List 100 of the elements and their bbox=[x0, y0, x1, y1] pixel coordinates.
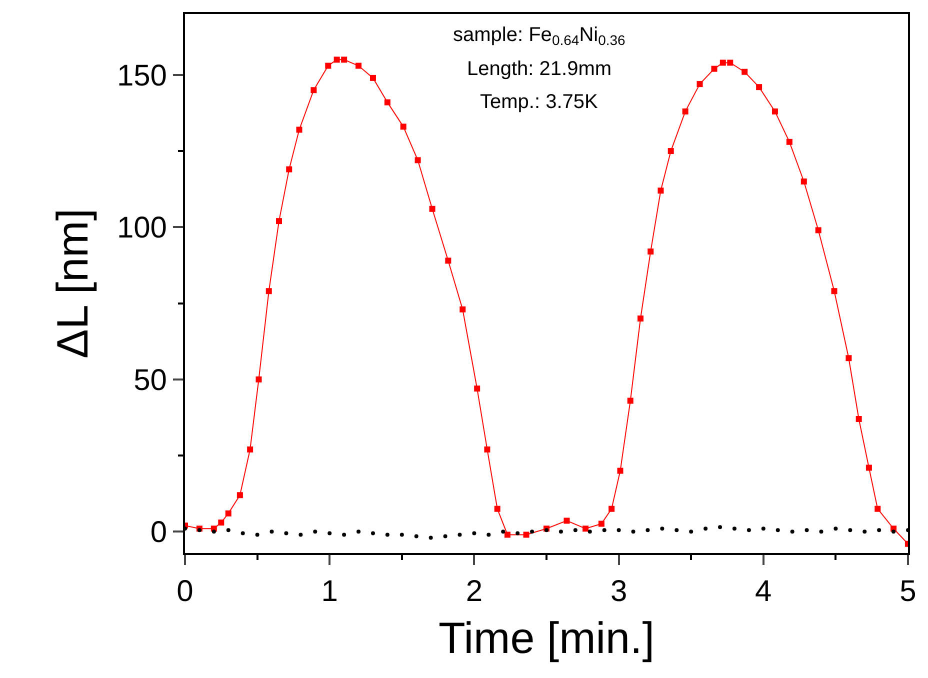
point bbox=[197, 528, 202, 532]
y-tick-label: 150 bbox=[116, 59, 167, 92]
point bbox=[298, 532, 303, 537]
point bbox=[831, 288, 838, 294]
point bbox=[296, 126, 302, 133]
point bbox=[486, 532, 491, 537]
point bbox=[800, 178, 807, 184]
point bbox=[862, 530, 867, 534]
point bbox=[866, 464, 872, 471]
point bbox=[218, 520, 224, 526]
point bbox=[458, 532, 462, 537]
point bbox=[236, 492, 243, 498]
point bbox=[325, 62, 332, 69]
point bbox=[385, 532, 390, 537]
point bbox=[276, 218, 282, 224]
point bbox=[704, 526, 708, 531]
point bbox=[414, 534, 418, 538]
point bbox=[240, 531, 245, 536]
point bbox=[616, 528, 621, 532]
x-tick-label: 5 bbox=[900, 575, 916, 608]
point bbox=[266, 288, 272, 294]
point bbox=[414, 157, 421, 164]
y-axis-title: ΔL [nm] bbox=[48, 208, 98, 359]
point bbox=[776, 528, 780, 532]
point bbox=[746, 528, 751, 532]
point bbox=[226, 528, 230, 532]
point bbox=[501, 530, 506, 534]
point bbox=[856, 416, 862, 422]
point bbox=[370, 74, 376, 81]
point bbox=[494, 506, 500, 512]
point bbox=[474, 386, 480, 392]
point bbox=[516, 531, 520, 536]
point bbox=[443, 534, 448, 538]
point bbox=[564, 518, 570, 524]
point bbox=[286, 166, 292, 172]
point bbox=[342, 532, 346, 537]
point bbox=[892, 530, 896, 534]
point bbox=[877, 528, 882, 532]
x-axis-title: Time [min.] bbox=[438, 614, 654, 663]
point bbox=[582, 526, 589, 532]
point bbox=[429, 206, 436, 212]
point bbox=[682, 108, 688, 114]
y-tick-label: 50 bbox=[134, 364, 167, 397]
point bbox=[247, 446, 254, 452]
point bbox=[804, 528, 809, 532]
x-tick-label: 0 bbox=[176, 575, 194, 608]
x-tick-label: 4 bbox=[755, 575, 772, 608]
annotation: Length: 21.9mm bbox=[467, 58, 612, 80]
x-tick-label: 3 bbox=[610, 575, 628, 608]
point bbox=[598, 520, 604, 527]
point bbox=[786, 138, 792, 145]
point bbox=[313, 530, 318, 534]
point bbox=[310, 87, 317, 94]
point bbox=[756, 84, 762, 90]
point bbox=[400, 532, 404, 537]
point bbox=[270, 530, 274, 534]
point bbox=[815, 227, 822, 234]
point bbox=[523, 532, 530, 538]
point bbox=[772, 108, 778, 114]
y-tick-label: 100 bbox=[116, 212, 167, 245]
point bbox=[627, 398, 634, 404]
point bbox=[660, 526, 664, 531]
point bbox=[848, 528, 852, 532]
point bbox=[558, 530, 563, 534]
point bbox=[356, 530, 361, 534]
point bbox=[790, 530, 794, 534]
point bbox=[256, 376, 262, 382]
point bbox=[472, 531, 476, 536]
annotation: sample: Fe$_{0.64}$Ni$_{0.36}$ bbox=[453, 24, 626, 48]
x-tick-label: 1 bbox=[321, 575, 338, 608]
point bbox=[668, 148, 674, 154]
point bbox=[674, 528, 679, 532]
point bbox=[732, 526, 736, 531]
point bbox=[658, 188, 664, 194]
point bbox=[255, 532, 260, 537]
point bbox=[544, 528, 548, 532]
x-tick-label: 2 bbox=[466, 575, 483, 608]
point bbox=[727, 60, 734, 66]
point bbox=[573, 528, 578, 532]
annotation: Temp.: 3.75K bbox=[480, 91, 598, 113]
point bbox=[370, 531, 375, 536]
point bbox=[608, 506, 615, 512]
point bbox=[460, 306, 466, 312]
point bbox=[504, 532, 510, 538]
y-tick-label: 0 bbox=[150, 516, 167, 550]
point bbox=[334, 56, 340, 63]
point bbox=[428, 536, 433, 540]
point bbox=[874, 506, 881, 512]
point bbox=[384, 99, 390, 106]
point bbox=[328, 531, 332, 536]
point bbox=[341, 56, 348, 63]
point bbox=[588, 530, 592, 534]
point bbox=[530, 530, 534, 534]
point bbox=[834, 526, 838, 531]
point bbox=[225, 510, 232, 516]
point bbox=[648, 248, 654, 255]
point bbox=[445, 258, 452, 264]
point bbox=[356, 62, 362, 69]
point bbox=[696, 81, 703, 88]
point bbox=[846, 355, 852, 362]
